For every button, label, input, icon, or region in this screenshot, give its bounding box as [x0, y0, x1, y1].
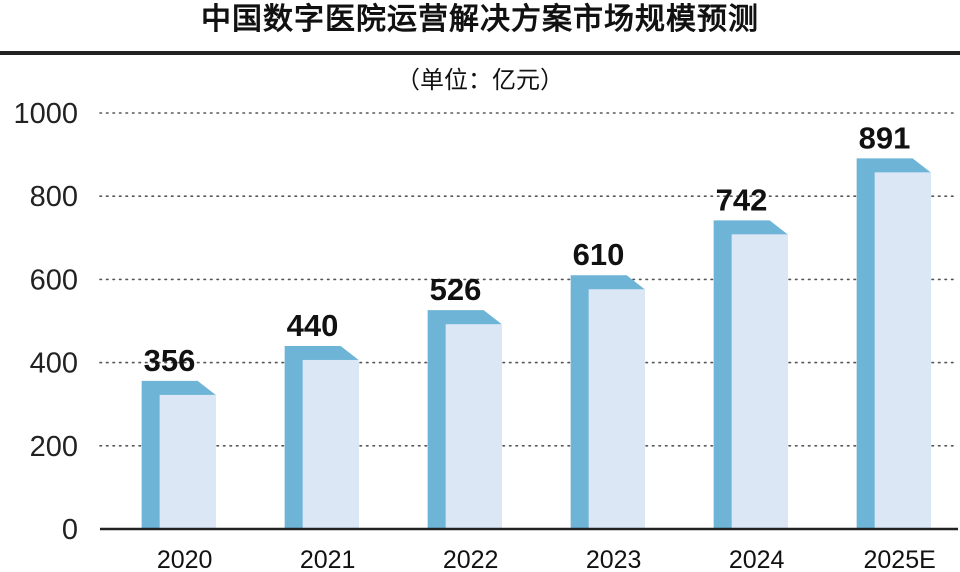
- y-tick-label: 200: [30, 431, 78, 463]
- x-tick-label: 2021: [300, 546, 356, 572]
- title-divider: [0, 51, 960, 55]
- bar-value-label: 440: [287, 308, 339, 343]
- bar-value-label: 356: [144, 343, 196, 378]
- x-tick-label: 2022: [443, 546, 499, 572]
- bar-value-label: 891: [859, 120, 911, 155]
- bar: [302, 359, 359, 529]
- bar-value-label: 526: [430, 272, 482, 307]
- chart-title: 中国数字医院运营解决方案市场规模预测: [201, 2, 759, 37]
- y-tick-label: 600: [30, 264, 78, 296]
- x-tick-label: 2025E: [864, 546, 936, 572]
- x-tick-label: 2024: [729, 546, 785, 572]
- y-tick-label: 800: [30, 181, 78, 213]
- bar: [445, 324, 502, 529]
- bar-value-label: 610: [573, 237, 625, 272]
- x-tick-label: 2020: [157, 546, 213, 572]
- bar: [731, 234, 788, 529]
- bar: [874, 172, 931, 529]
- y-tick-label: 0: [62, 514, 78, 546]
- y-tick-label: 400: [30, 348, 78, 380]
- y-tick-label: 1000: [13, 98, 78, 130]
- bar: [159, 394, 216, 529]
- x-tick-label: 2023: [586, 546, 642, 572]
- bar: [588, 289, 645, 529]
- bar-value-label: 742: [716, 182, 768, 217]
- chart-unit-label: （单位：亿元）: [396, 66, 564, 94]
